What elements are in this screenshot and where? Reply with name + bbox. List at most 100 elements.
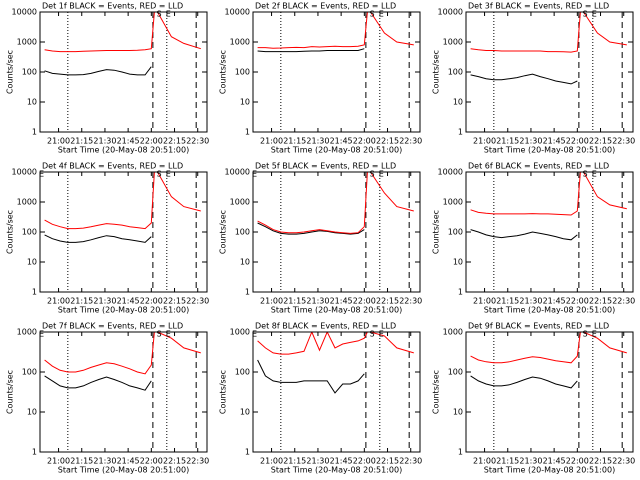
x-axis-label: Start Time (20-May-08 20:51:00) <box>484 466 615 475</box>
annotation: S <box>157 330 162 339</box>
x-tick-label: 21:30 <box>306 137 329 146</box>
series-line <box>470 375 578 389</box>
x-tick-label: 22:00 <box>140 137 163 146</box>
x-tick-label: 22:15 <box>589 457 612 466</box>
chart-title: Det 4f BLACK = Events, RED = LLD <box>42 162 183 171</box>
y-tick-label: 1 <box>458 448 463 457</box>
y-tick-label: 1000 <box>230 198 250 207</box>
annotation: E <box>592 10 597 19</box>
annotation: E <box>39 330 44 339</box>
x-tick-label: 22:30 <box>399 457 422 466</box>
x-axis-label: Start Time (20-May-08 20:51:00) <box>58 146 189 155</box>
plot-frame <box>465 171 634 293</box>
x-tick-label: 22:30 <box>186 137 209 146</box>
x-tick-label: 21:00 <box>473 137 496 146</box>
y-tick-label: 100 <box>235 228 250 237</box>
annotation: E <box>592 330 597 339</box>
y-tick-label: 10000 <box>225 168 250 177</box>
y-axis-label: Counts/sec <box>219 210 228 254</box>
x-tick-label: 21:45 <box>330 457 353 466</box>
x-tick-label: 21:15 <box>496 457 519 466</box>
series-line <box>470 332 627 364</box>
x-tick-label: 22:15 <box>589 137 612 146</box>
annotation: E <box>592 170 597 179</box>
x-tick-label: 21:30 <box>306 297 329 306</box>
panel: Det 5f BLACK = Events, RED = LLD Start Ti… <box>219 162 423 315</box>
annotation: S <box>370 330 375 339</box>
x-tick-label: 21:00 <box>473 297 496 306</box>
x-axis-label: Start Time (20-May-08 20:51:00) <box>58 466 189 475</box>
y-tick-label: 100 <box>448 228 463 237</box>
x-tick-label: 21:45 <box>330 137 353 146</box>
panel: Det 3f BLACK = Events, RED = LLD Start Ti… <box>432 2 636 155</box>
x-tick-label: 22:15 <box>163 297 186 306</box>
y-tick-label: 10 <box>240 98 250 107</box>
annotation: E <box>166 10 171 19</box>
panel: Det 8f BLACK = Events, RED = LLD Start Ti… <box>219 322 423 475</box>
y-axis-label: Counts/sec <box>432 210 441 254</box>
plot-frame <box>465 331 634 453</box>
x-axis-label: Start Time (20-May-08 20:51:00) <box>484 146 615 155</box>
chart-title: Det 2f BLACK = Events, RED = LLD <box>255 2 396 11</box>
x-tick-label: 21:00 <box>47 297 70 306</box>
x-axis-label: Start Time (20-May-08 20:51:00) <box>271 466 402 475</box>
series-line <box>257 359 365 394</box>
x-tick-label: 22:15 <box>163 137 186 146</box>
chart-title: Det 1f BLACK = Events, RED = LLD <box>42 2 183 11</box>
x-tick-label: 22:00 <box>353 297 376 306</box>
x-tick-label: 21:45 <box>117 297 140 306</box>
x-tick-label: 22:00 <box>566 137 589 146</box>
chart-title: Det 5f BLACK = Events, RED = LLD <box>255 162 396 171</box>
series-line <box>257 222 365 235</box>
y-tick-label: 100 <box>22 228 37 237</box>
annotation: S <box>370 10 375 19</box>
series-line <box>44 332 201 375</box>
y-axis-label: Counts/sec <box>6 370 15 414</box>
y-tick-label: 1 <box>32 128 37 137</box>
y-tick-label: 10000 <box>438 8 463 17</box>
x-tick-label: 22:00 <box>353 457 376 466</box>
y-tick-label: 1000 <box>230 38 250 47</box>
x-tick-label: 22:30 <box>399 297 422 306</box>
y-tick-label: 1 <box>458 128 463 137</box>
panel: Det 1f BLACK = Events, RED = LLD Start Ti… <box>6 2 210 155</box>
y-tick-label: 10000 <box>12 8 37 17</box>
plot-frame <box>39 11 208 133</box>
x-tick-label: 21:30 <box>93 137 116 146</box>
x-tick-label: 22:15 <box>376 297 399 306</box>
annotation: S <box>583 170 588 179</box>
y-tick-label: 100 <box>22 68 37 77</box>
plot-frame <box>252 11 421 133</box>
y-tick-label: 1000 <box>443 328 463 337</box>
y-tick-label: 1 <box>32 288 37 297</box>
y-tick-label: 10 <box>453 258 463 267</box>
x-tick-label: 22:00 <box>140 457 163 466</box>
x-axis-label: Start Time (20-May-08 20:51:00) <box>58 306 189 315</box>
x-axis-label: Start Time (20-May-08 20:51:00) <box>271 306 402 315</box>
x-tick-label: 22:00 <box>566 297 589 306</box>
x-tick-label: 21:15 <box>70 137 93 146</box>
x-tick-label: 21:45 <box>543 457 566 466</box>
x-tick-label: 21:00 <box>260 297 283 306</box>
series-line <box>44 172 201 230</box>
annotation: S <box>157 170 162 179</box>
x-tick-label: 21:45 <box>330 297 353 306</box>
x-tick-label: 21:00 <box>473 457 496 466</box>
y-tick-label: 1000 <box>443 198 463 207</box>
y-tick-label: 1 <box>32 448 37 457</box>
x-tick-label: 21:00 <box>260 457 283 466</box>
annotation: S <box>370 170 375 179</box>
series-line <box>470 73 578 85</box>
panel: Det 9f BLACK = Events, RED = LLD Start Ti… <box>432 322 636 475</box>
x-tick-label: 22:15 <box>163 457 186 466</box>
y-tick-label: 1000 <box>17 328 37 337</box>
y-tick-label: 1000 <box>17 38 37 47</box>
series-line <box>470 12 627 53</box>
chart-title: Det 3f BLACK = Events, RED = LLD <box>468 2 609 11</box>
series-line <box>470 229 578 241</box>
panel: Det 2f BLACK = Events, RED = LLD Start Ti… <box>219 2 423 155</box>
x-tick-label: 22:30 <box>612 457 635 466</box>
x-tick-label: 22:30 <box>186 457 209 466</box>
x-tick-label: 22:00 <box>140 297 163 306</box>
y-tick-label: 1000 <box>443 38 463 47</box>
